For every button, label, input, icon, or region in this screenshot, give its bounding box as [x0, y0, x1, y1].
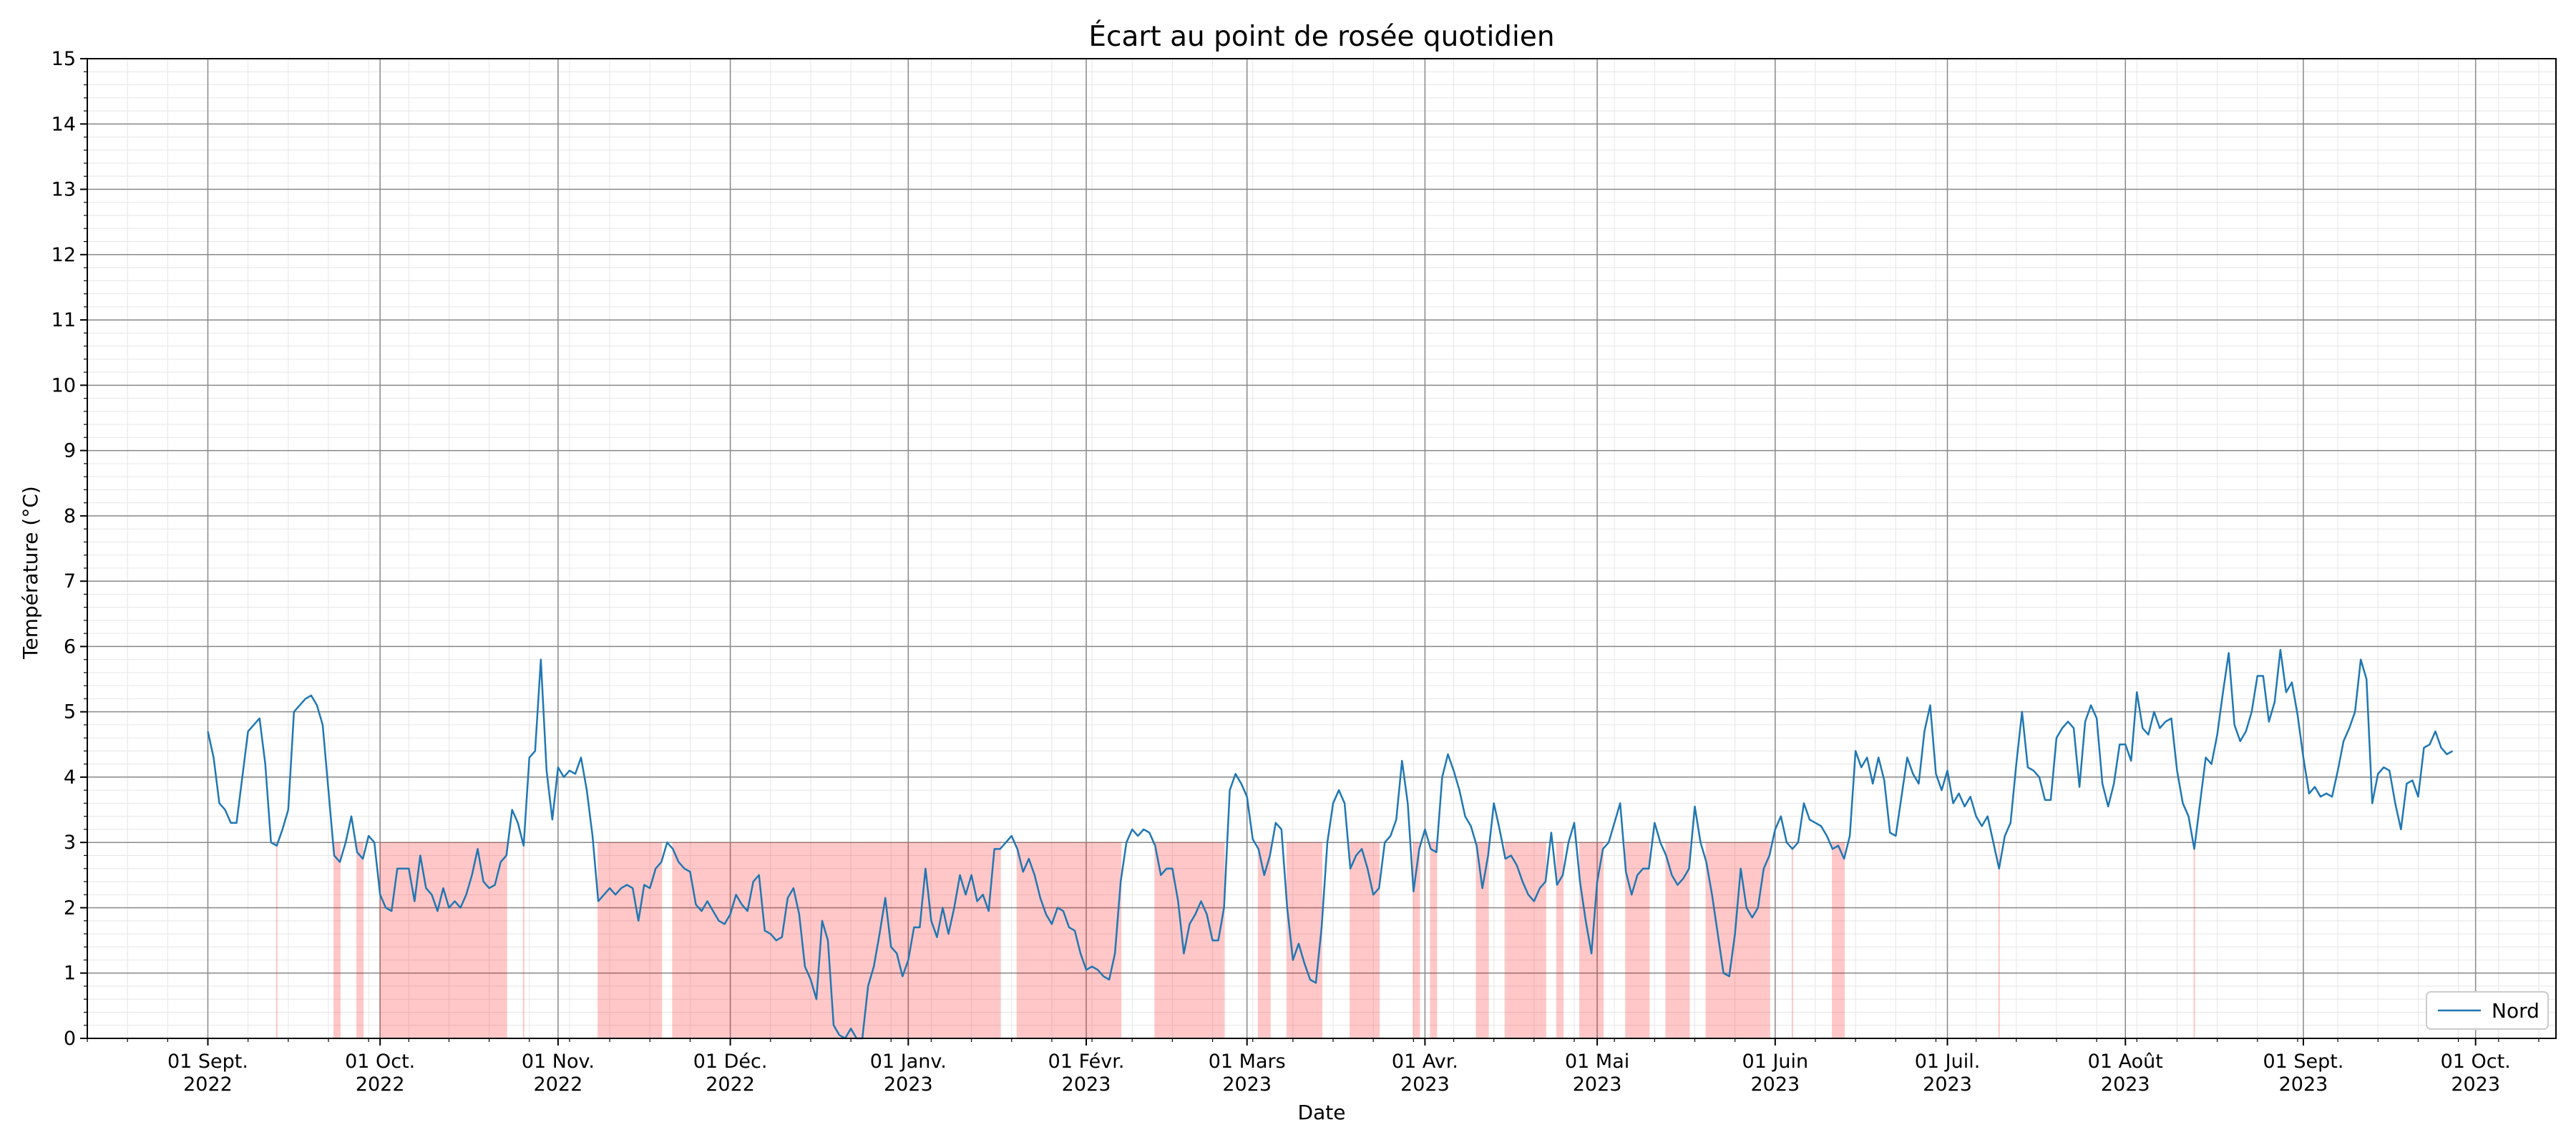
- x-tick-label: 01 Juin 2023: [1742, 1051, 1809, 1096]
- threshold-fill-region: [672, 842, 1001, 1038]
- legend-box: [2426, 991, 2549, 1030]
- y-tick-label: 15: [52, 48, 76, 70]
- legend-label-nord: Nord: [2492, 999, 2540, 1023]
- threshold-fill-region: [1413, 842, 1420, 1038]
- threshold-fill-region: [1504, 842, 1546, 1038]
- y-tick-label: 12: [52, 244, 76, 266]
- x-tick-label: 01 Août 2023: [2088, 1051, 2163, 1096]
- x-axis-label: Date: [1298, 1101, 1346, 1124]
- series-layer: [207, 648, 2454, 1040]
- threshold-fill-region: [2193, 842, 2195, 1038]
- plot-frame: [87, 58, 2557, 1039]
- y-tick-label: 13: [52, 179, 76, 201]
- y-tick-label: 0: [64, 1028, 76, 1050]
- threshold-fill-region: [356, 842, 364, 1038]
- y-tick-label: 5: [64, 701, 76, 723]
- y-tick-label: 14: [52, 113, 76, 135]
- y-tick-label: 10: [52, 374, 76, 396]
- y-tick-label: 6: [64, 635, 76, 658]
- y-tick-label: 7: [64, 570, 76, 593]
- threshold-fill-region: [1016, 842, 1122, 1038]
- y-tick-label: 3: [64, 832, 76, 854]
- x-tick-label: 01 Janv. 2023: [870, 1051, 947, 1096]
- threshold-fill-region: [1430, 842, 1438, 1038]
- major-grid: [87, 58, 2556, 1039]
- y-axis-label: Température (°C): [19, 486, 42, 660]
- y-tick-label: 11: [52, 309, 76, 331]
- x-axis: 01 Sept. 2022 01 Oct. 2022 01 Nov. 2022 01 Déc…: [87, 1038, 2540, 1096]
- x-tick-label: 01 Nov. 2022: [522, 1051, 595, 1096]
- threshold-fill-region: [1579, 842, 1604, 1038]
- threshold-fill-region: [1705, 842, 1770, 1038]
- x-tick-label: 01 Oct. 2023: [2441, 1051, 2511, 1096]
- x-tick-label: 01 Oct. 2022: [345, 1051, 415, 1096]
- threshold-fill-region: [333, 842, 341, 1038]
- threshold-fill-region: [1475, 842, 1489, 1038]
- threshold-fill-region: [1832, 842, 1845, 1038]
- y-tick-label: 2: [64, 897, 76, 919]
- y-tick-label: 9: [64, 440, 76, 462]
- threshold-fill-region: [1625, 842, 1650, 1038]
- series-line-nord: [207, 648, 2454, 1040]
- x-tick-label: 01 Avr. 2023: [1392, 1051, 1458, 1096]
- threshold-fill-regions: [275, 842, 2195, 1038]
- threshold-fill-region: [597, 842, 663, 1038]
- threshold-fill-region: [379, 842, 507, 1038]
- chart-title: Écart au point de rosée quotidien: [1088, 19, 1554, 53]
- threshold-fill-region: [1998, 842, 2000, 1038]
- threshold-fill-region: [275, 842, 278, 1038]
- x-tick-label: 01 Sept. 2022: [167, 1051, 248, 1096]
- threshold-fill-region: [522, 842, 525, 1038]
- x-tick-label: 01 Mars 2023: [1209, 1051, 1286, 1096]
- threshold-fill-region: [1791, 842, 1793, 1038]
- threshold-fill-region: [1286, 842, 1322, 1038]
- x-tick-label: 01 Févr. 2023: [1048, 1051, 1125, 1096]
- threshold-fill-region: [1257, 842, 1271, 1038]
- y-tick-label: 8: [64, 505, 76, 527]
- x-tick-label: 01 Juil. 2023: [1915, 1051, 1981, 1096]
- legend: Nord: [2426, 991, 2549, 1030]
- y-tick-label: 4: [64, 766, 76, 789]
- x-tick-label: 01 Déc. 2022: [693, 1051, 768, 1096]
- y-tick-label: 1: [64, 963, 76, 985]
- x-tick-label: 01 Sept. 2023: [2263, 1051, 2343, 1096]
- threshold-fill-region: [1556, 842, 1563, 1038]
- threshold-fill-region: [1350, 842, 1380, 1038]
- x-tick-label: 01 Mai 2023: [1565, 1051, 1629, 1096]
